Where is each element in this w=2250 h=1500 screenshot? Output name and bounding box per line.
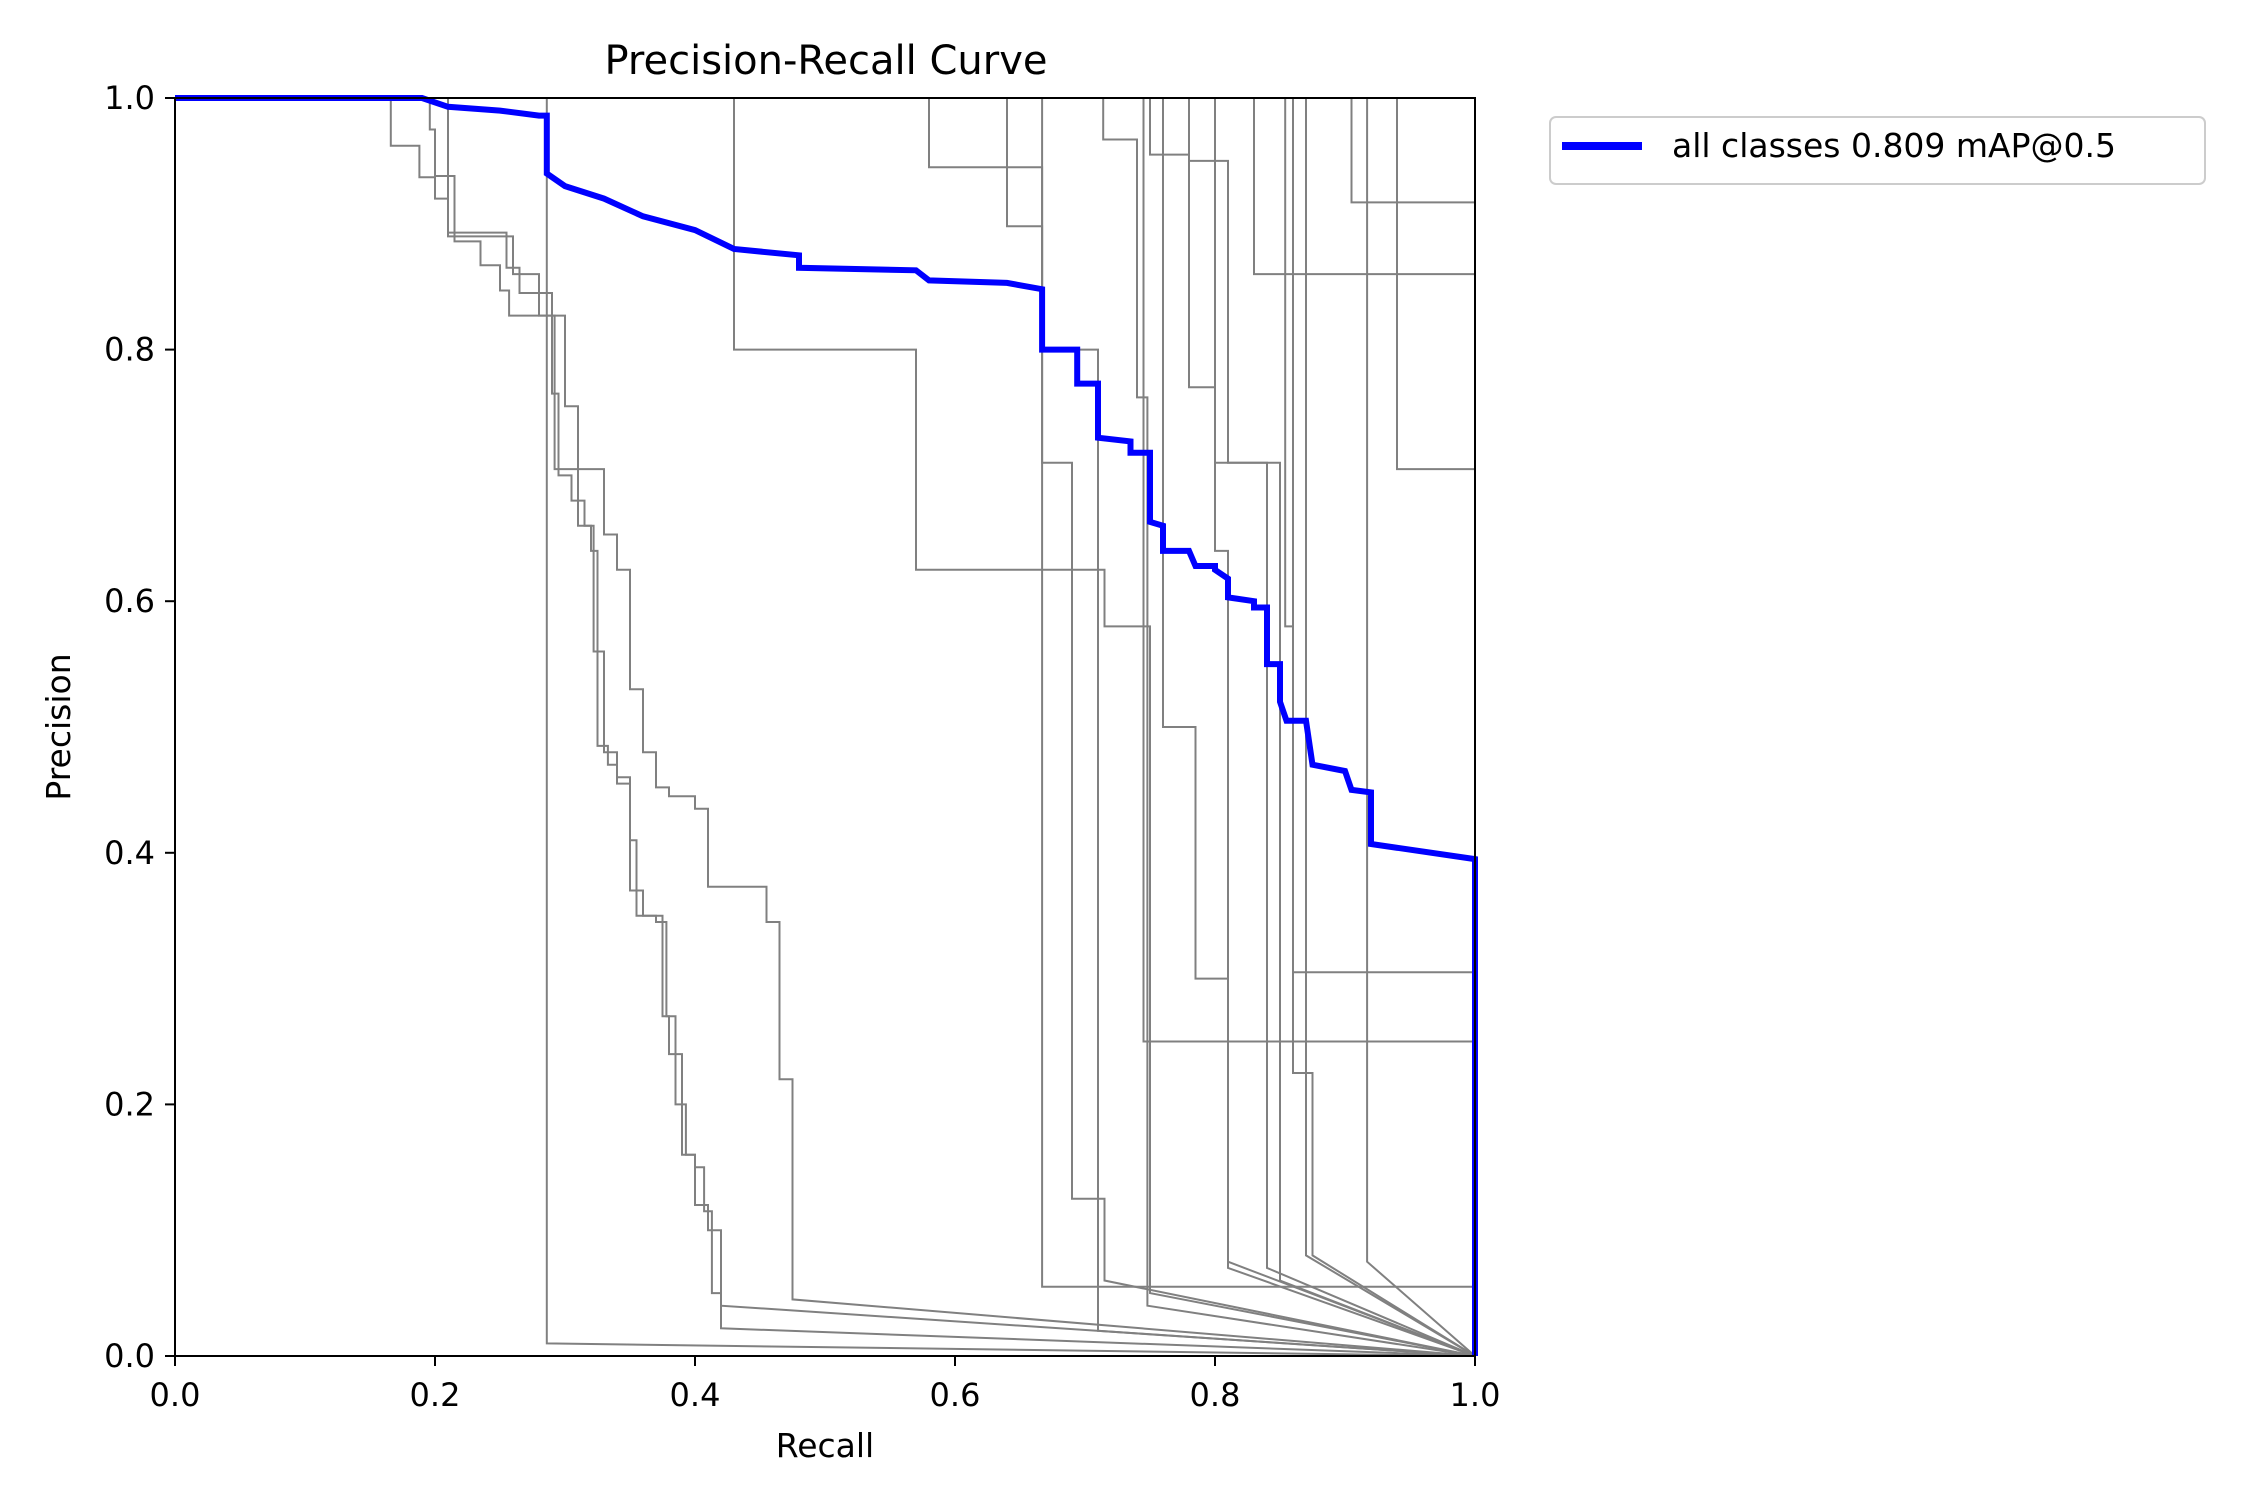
class-curve-8 <box>175 97 1476 1357</box>
x-tick-label: 0.4 <box>670 1376 721 1414</box>
legend-box <box>1549 116 2206 185</box>
chart-title: Precision-Recall Curve <box>605 38 1048 84</box>
x-tick-label: 0.0 <box>150 1376 201 1414</box>
y-tick-label: 0.6 <box>104 582 155 620</box>
class-curve-2 <box>175 97 1476 1357</box>
class-curve-10 <box>175 97 1476 1357</box>
y-tick-label: 0.4 <box>104 834 155 872</box>
class-curve-3 <box>175 97 1476 1357</box>
x-tick-label: 0.6 <box>930 1376 981 1414</box>
class-curve-14 <box>175 97 1476 1357</box>
y-axis-label: Precision <box>39 653 78 800</box>
class-curves <box>175 97 1476 1357</box>
series-line-1 <box>175 95 1478 1356</box>
y-tick-label: 1.0 <box>104 79 155 117</box>
y-tick-label: 0.8 <box>104 331 155 369</box>
plot-frame <box>174 97 1476 1357</box>
main-series <box>175 95 1478 1356</box>
legend-label: all classes 0.809 mAP@0.5 <box>1672 126 2116 165</box>
y-axis: 0.0 0.2 0.4 0.6 0.8 1.0 <box>104 79 175 1375</box>
class-curve-5 <box>175 97 1476 1357</box>
x-tick-label: 0.2 <box>410 1376 461 1414</box>
x-axis-label: Recall <box>776 1426 874 1465</box>
class-curve-7 <box>175 97 1476 1357</box>
class-curve-12 <box>175 97 1476 1357</box>
y-tick-label: 0.2 <box>104 1085 155 1123</box>
x-axis: 0.0 0.2 0.4 0.6 0.8 1.0 <box>150 1356 1501 1414</box>
x-tick-label: 0.8 <box>1190 1376 1241 1414</box>
y-tick-label: 0.0 <box>104 1337 155 1375</box>
x-tick-label: 1.0 <box>1450 1376 1501 1414</box>
legend: all classes 0.809 mAP@0.5 <box>1549 116 2206 185</box>
